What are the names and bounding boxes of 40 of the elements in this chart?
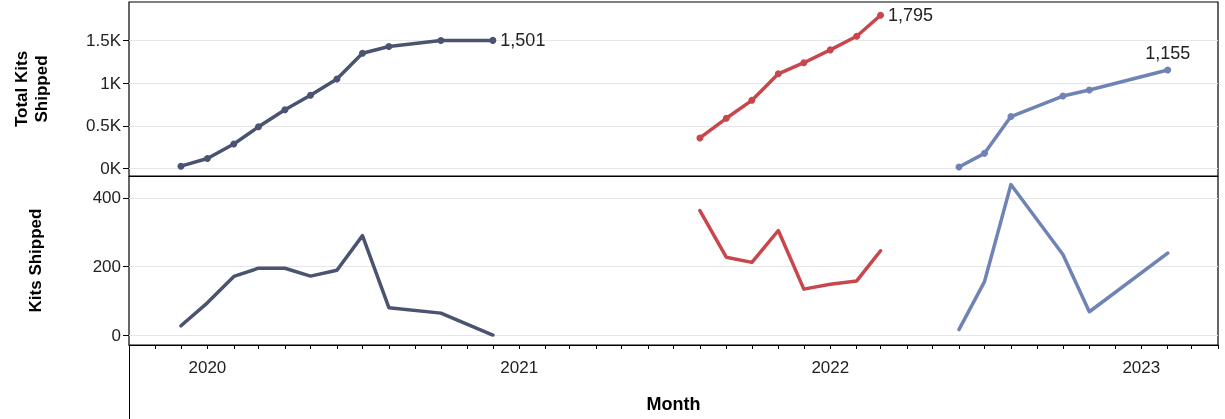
point [358, 49, 366, 57]
point [437, 36, 445, 44]
line-series [698, 208, 883, 291]
point [1164, 66, 1172, 74]
y-tick-label: 1K [100, 73, 122, 93]
point [748, 96, 756, 104]
y-tick-label: 0K [100, 159, 122, 179]
y-tick-label: 200 [92, 257, 121, 276]
point [853, 32, 861, 40]
y-axis-title: Kits Shipped [25, 208, 45, 313]
point [774, 70, 782, 78]
y-tick-label: 1.5K [86, 30, 122, 50]
data-label: 1,795 [888, 5, 934, 26]
point [800, 59, 808, 67]
point [307, 91, 314, 99]
point [826, 46, 834, 54]
point [1085, 86, 1093, 94]
point [981, 149, 989, 157]
y-axis-title: Total Kits Shipped [11, 50, 51, 128]
point [489, 36, 497, 44]
line-series [957, 182, 1170, 332]
x-tick-label: 2021 [500, 358, 539, 377]
point [722, 114, 730, 122]
point [385, 42, 393, 50]
y-tick-label: 400 [92, 188, 121, 208]
point [255, 123, 263, 131]
line-series [179, 233, 495, 337]
y-tick-label: 0.5K [86, 116, 122, 136]
point [281, 106, 289, 114]
point [1007, 113, 1015, 121]
data-label: 1,501 [500, 30, 546, 51]
x-tick-label: 2023 [1122, 358, 1161, 377]
y-tick-label: 0 [111, 325, 121, 345]
data-label: 1,155 [1145, 43, 1191, 64]
x-tick-label: 2020 [188, 358, 227, 377]
x-tick-label: 2022 [811, 358, 850, 377]
point [230, 140, 238, 148]
point [203, 154, 211, 162]
point [877, 11, 885, 19]
x-axis-title: Month [646, 394, 701, 414]
